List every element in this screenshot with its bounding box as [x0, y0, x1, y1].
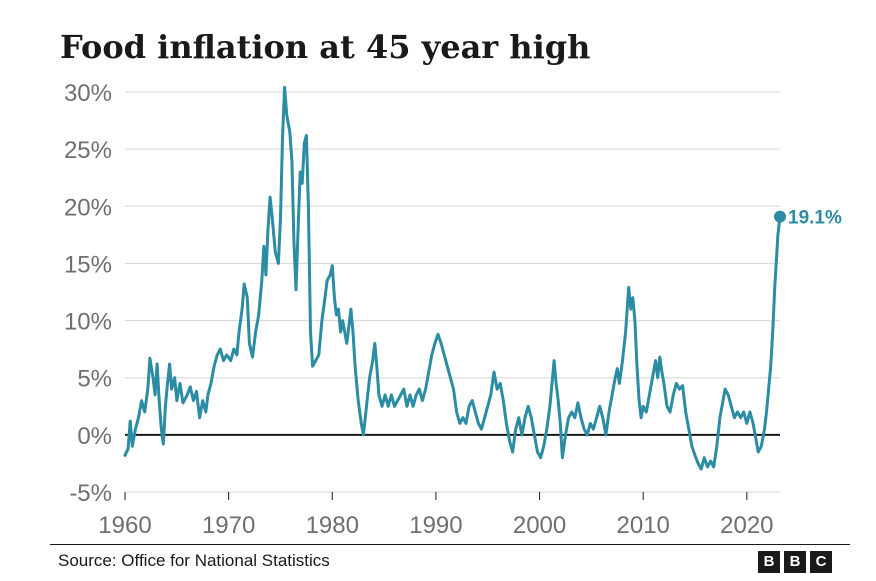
series-layer: [123, 85, 782, 471]
x-tick-label: 1990: [409, 512, 462, 539]
y-tick-label: 25%: [64, 137, 112, 164]
footer-divider: [50, 544, 850, 545]
bbc-logo-letter-2: B: [784, 551, 806, 573]
y-tick-label: 10%: [64, 309, 112, 336]
x-tick-label: 2010: [617, 512, 670, 539]
x-tick-label: 2020: [720, 512, 773, 539]
end-label-layer: 19.1%: [774, 208, 842, 229]
y-axis-ticks: -5% 0% 5% 10% 15% 20% 25% 30%: [64, 80, 112, 507]
y-tick-label: 20%: [64, 194, 112, 221]
y-tick-label: 5%: [77, 366, 112, 393]
bbc-logo-letter-1: B: [758, 551, 780, 573]
y-tick-label: -5%: [69, 480, 112, 507]
food-inflation-series-line: [123, 85, 782, 471]
source-note: Source: Office for National Statistics: [58, 551, 330, 570]
x-tick-label: 1970: [202, 512, 255, 539]
end-value-label: 19.1%: [788, 208, 842, 229]
y-tick-label: 30%: [64, 80, 112, 107]
bbc-logo: B B C: [758, 551, 832, 573]
gridlines: [125, 91, 780, 493]
end-point-marker: [774, 210, 786, 223]
bbc-logo-letter-3: C: [810, 551, 832, 573]
x-tick-label: 2000: [513, 512, 566, 539]
x-axis-ticks: 1960 1970 1980 1990 2000 2010 2020: [98, 492, 774, 539]
x-tick-label: 1980: [306, 512, 359, 539]
x-tick-label: 1960: [98, 512, 151, 539]
y-tick-label: 15%: [64, 251, 112, 278]
chart-title: Food inflation at 45 year high: [60, 28, 591, 66]
y-tick-label: 0%: [77, 423, 112, 450]
